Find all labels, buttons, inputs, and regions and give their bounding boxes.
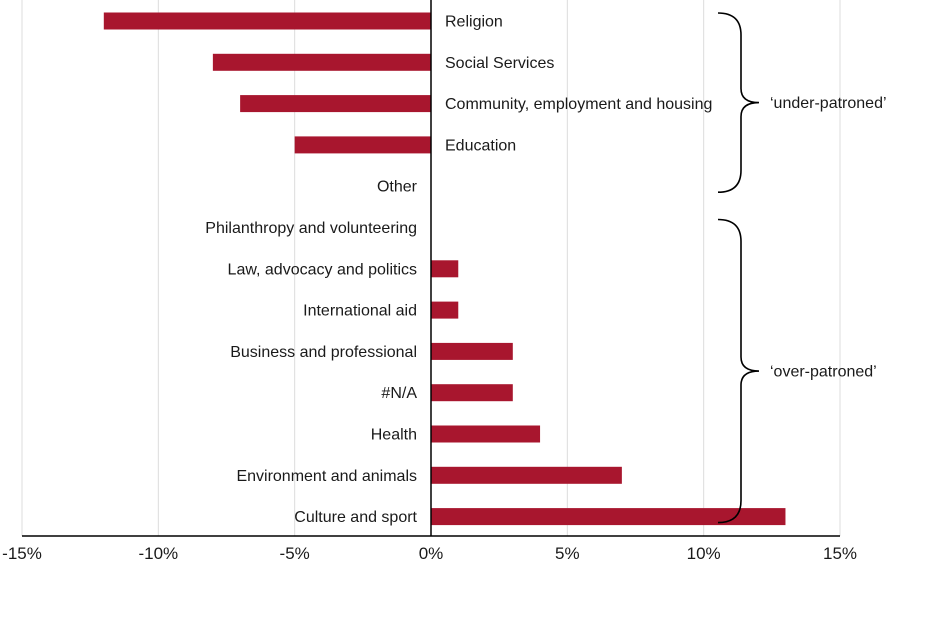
category-label: #N/A <box>381 385 417 402</box>
bar <box>431 384 513 402</box>
x-tick-labels: -15% -10% -5% 0% 5% 10% 15% <box>2 544 857 563</box>
category-label: Religion <box>445 14 503 31</box>
curly-bracket <box>717 218 760 524</box>
bar <box>431 301 459 319</box>
category-label: Social Services <box>445 55 554 72</box>
bracket-label: ‘under-patroned’ <box>770 95 887 112</box>
curly-bracket <box>717 12 760 193</box>
bar <box>212 53 431 71</box>
category-label: Law, advocacy and politics <box>228 261 417 278</box>
category-label: International aid <box>303 303 417 320</box>
x-tick-label: 0% <box>419 544 444 563</box>
x-tick-label: -10% <box>138 544 178 563</box>
x-tick-label: 5% <box>555 544 580 563</box>
category-label: Culture and sport <box>294 509 417 526</box>
category-labels: Religion Social Services Community, employ… <box>205 14 712 527</box>
bar <box>431 508 786 526</box>
axes <box>22 0 840 537</box>
x-tick-label: 10% <box>687 544 721 563</box>
bar <box>431 425 541 443</box>
category-label: Other <box>377 179 418 196</box>
category-label: Philanthropy and volunteering <box>205 220 417 237</box>
bar <box>431 466 622 484</box>
bar <box>103 12 432 30</box>
bar <box>294 136 431 154</box>
category-label: Health <box>371 427 417 444</box>
bracket-label: ‘over-patroned’ <box>770 364 877 381</box>
category-label: Community, employment and housing <box>445 96 712 113</box>
annotation-brackets: ‘under-patroned’ ‘over-patroned’ <box>717 12 887 524</box>
category-label: Environment and animals <box>236 468 417 485</box>
bar <box>240 95 431 113</box>
x-tick-label: -15% <box>2 544 42 563</box>
category-label: Education <box>445 137 516 154</box>
x-tick-label: -5% <box>280 544 310 563</box>
bars <box>103 12 786 526</box>
bar <box>431 260 459 278</box>
bar <box>431 342 513 360</box>
x-tick-label: 15% <box>823 544 857 563</box>
gridlines <box>21 0 841 536</box>
category-label: Business and professional <box>230 344 417 361</box>
